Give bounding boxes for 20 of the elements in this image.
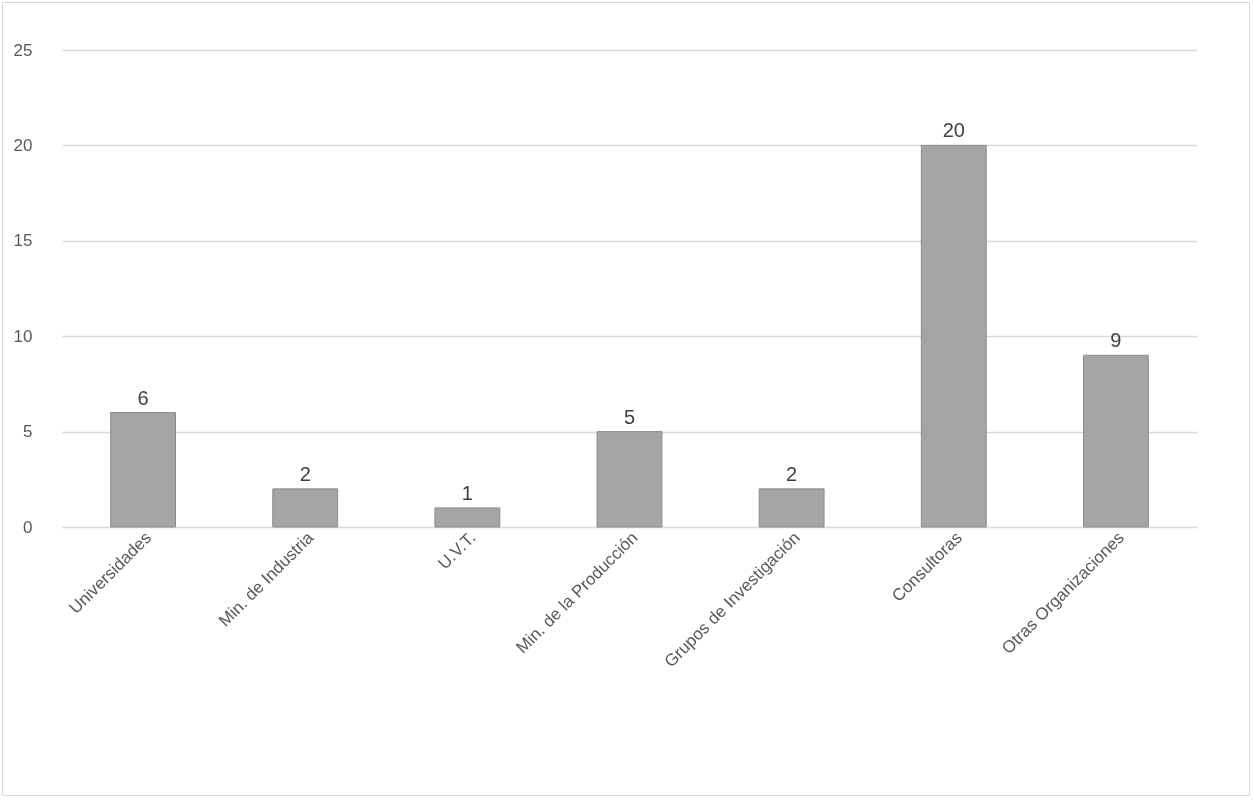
- y-tick-label: 10: [13, 326, 33, 346]
- data-label: 5: [623, 405, 636, 428]
- y-tick-label: 20: [13, 135, 33, 155]
- bar: [434, 507, 501, 528]
- bar: [758, 488, 825, 528]
- data-label: 9: [1110, 329, 1122, 352]
- bar: [1083, 354, 1149, 528]
- bar: [596, 431, 663, 528]
- data-label: 6: [137, 386, 149, 409]
- data-label: 2: [299, 462, 311, 485]
- data-label: 1: [461, 481, 473, 504]
- data-label: 20: [942, 119, 965, 142]
- y-tick-label: 5: [23, 422, 33, 442]
- bar: [110, 412, 176, 528]
- y-tick-label: 25: [13, 40, 33, 60]
- data-label: 2: [786, 462, 798, 485]
- y-tick-label: 15: [13, 231, 33, 251]
- bar: [920, 144, 987, 528]
- bar: [272, 488, 339, 528]
- y-tick-label: 0: [23, 517, 33, 537]
